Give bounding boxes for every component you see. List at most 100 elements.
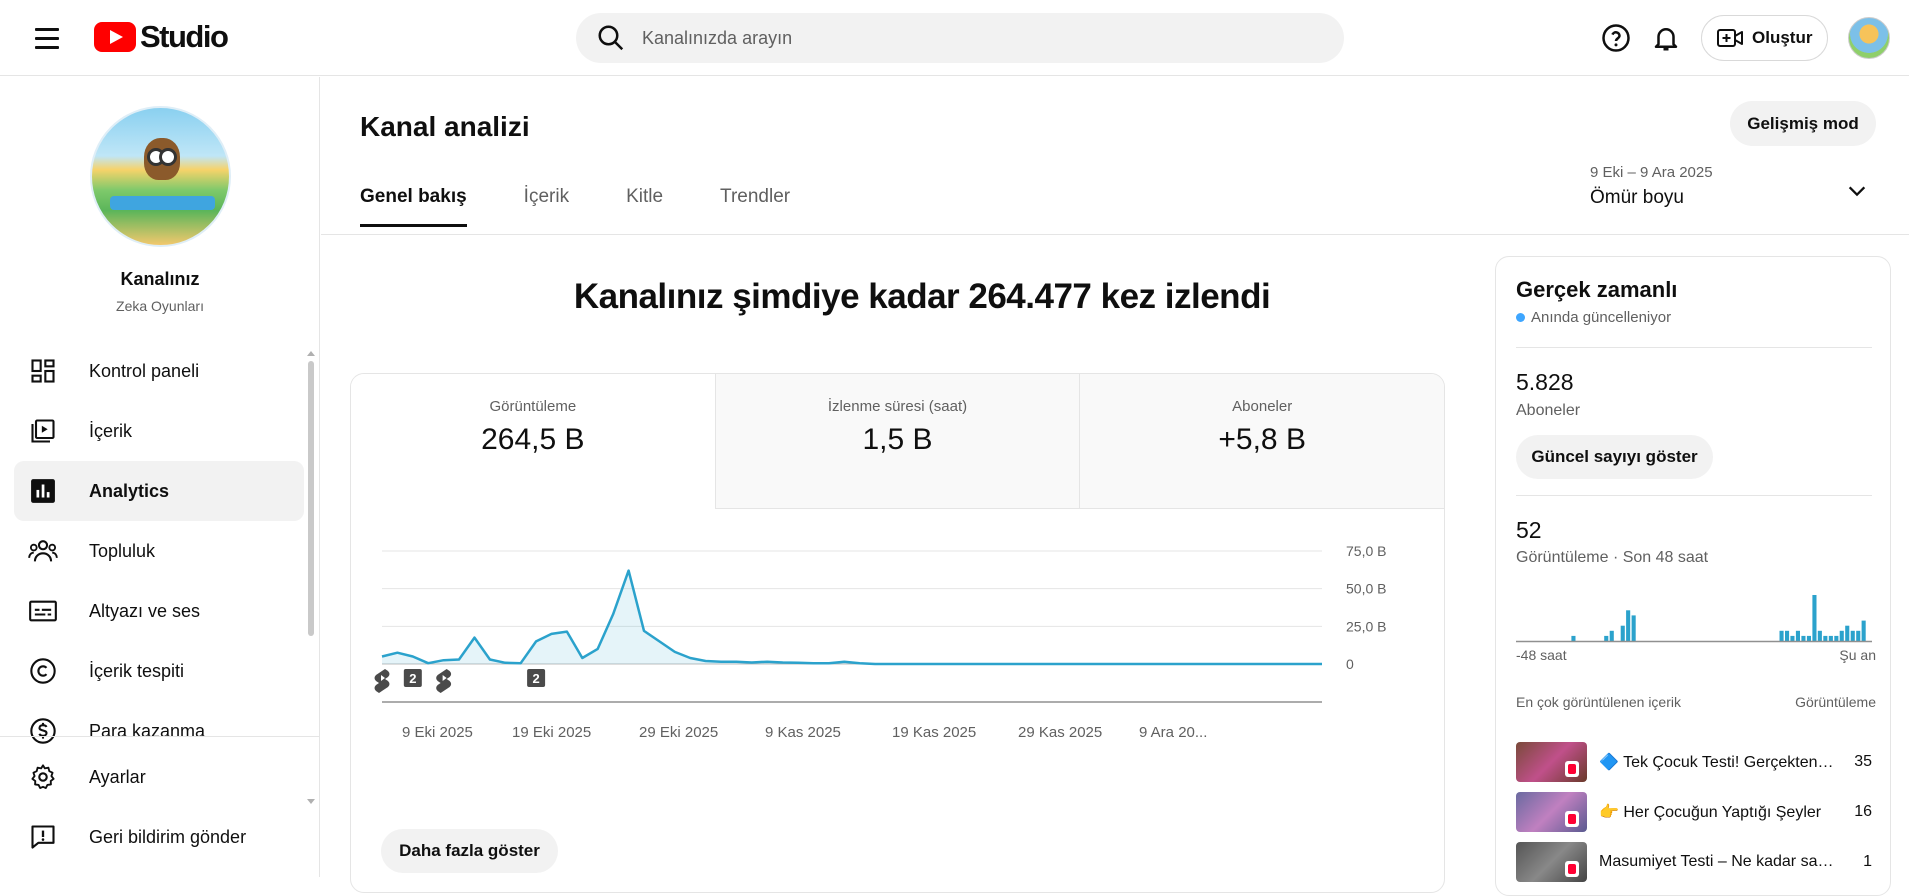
metric-value: +5,8 B <box>1218 423 1306 456</box>
realtime-live-status: Anında güncelleniyor <box>1516 309 1671 326</box>
tab-content[interactable]: İçerik <box>523 186 570 207</box>
sidebar-item-label: Altyazı ve ses <box>89 600 201 621</box>
realtime-bar[interactable] <box>1839 630 1844 641</box>
search-icon <box>598 25 624 51</box>
realtime-bar[interactable] <box>1850 630 1855 641</box>
sidebar-item-feedback[interactable]: Geri bildirim gönder <box>14 807 304 867</box>
realtime-bar[interactable] <box>1823 635 1828 641</box>
realtime-bar[interactable] <box>1609 630 1614 641</box>
top-content-metric: Görüntüleme <box>1795 694 1876 710</box>
sidebar-item-settings[interactable]: Ayarlar <box>14 747 304 807</box>
show-more-button[interactable]: Daha fazla göster <box>381 829 558 873</box>
realtime-bar[interactable] <box>1801 635 1806 641</box>
sidebar-item-analytics[interactable]: Analytics <box>14 461 304 521</box>
analytics-icon <box>28 476 58 506</box>
sidebar-bottom-nav: Ayarlar Geri bildirim gönder <box>14 747 304 867</box>
realtime-bar[interactable] <box>1806 635 1811 641</box>
page-title: Kanal analizi <box>360 111 530 142</box>
top-content-views: 16 <box>1854 803 1872 820</box>
scroll-up-arrow-icon[interactable] <box>307 351 315 356</box>
x-tick-label: 9 Eki 2025 <box>402 724 473 741</box>
realtime-bar[interactable] <box>1604 635 1609 641</box>
dashboard-icon <box>28 356 58 386</box>
youtube-studio-logo[interactable]: Studio <box>94 19 229 55</box>
sidebar-item-label: Para kazanma <box>89 720 206 741</box>
sidebar-item-label: Ayarlar <box>89 766 146 787</box>
feedback-icon <box>28 822 58 852</box>
sidebar-item-monetization[interactable]: Para kazanma <box>14 701 304 761</box>
realtime-bar[interactable] <box>1779 630 1784 641</box>
tab-audience[interactable]: Kitle <box>626 186 664 207</box>
realtime-bar[interactable] <box>1861 620 1866 641</box>
metric-watch-time[interactable]: İzlenme süresi (saat) 1,5 B <box>714 374 1080 509</box>
top-content-heading: En çok görüntülenen içerik <box>1516 694 1681 710</box>
realtime-bar[interactable] <box>1856 630 1861 641</box>
top-content-views: 35 <box>1854 753 1872 770</box>
sidebar-scrollbar[interactable] <box>307 351 315 804</box>
search-bar[interactable] <box>576 13 1344 63</box>
top-content-title: 🔷 Tek Çocuk Testi! Gerçekten Tek Çocuk m… <box>1599 754 1836 771</box>
youtube-logo-icon <box>94 22 136 52</box>
realtime-axis-end: Şu an <box>1839 647 1876 663</box>
sidebar-item-label: Geri bildirim gönder <box>89 826 247 847</box>
chevron-down-icon <box>1848 186 1866 197</box>
top-content-title: Masumiyet Testi – Ne kadar saf kaldın? <box>1599 853 1836 870</box>
search-input[interactable] <box>642 27 1242 49</box>
channel-avatar[interactable] <box>90 106 231 247</box>
account-avatar[interactable] <box>1848 17 1890 59</box>
menu-icon[interactable] <box>30 24 64 52</box>
realtime-bar[interactable] <box>1785 630 1790 641</box>
realtime-views-chart <box>1516 595 1872 643</box>
top-content-views: 1 <box>1863 853 1872 870</box>
shorts-icon <box>1565 811 1579 827</box>
sidebar-item-content[interactable]: İçerik <box>14 401 304 461</box>
scrollbar-thumb[interactable] <box>308 361 314 636</box>
metric-label: İzlenme süresi (saat) <box>827 398 968 415</box>
x-tick-label: 19 Eki 2025 <box>512 724 591 741</box>
tab-trends[interactable]: Trendler <box>720 186 791 207</box>
realtime-bar[interactable] <box>1845 625 1850 641</box>
realtime-bar[interactable] <box>1790 635 1795 641</box>
metric-views[interactable]: Görüntüleme 264,5 B <box>351 374 715 509</box>
views-chart: 75,0 B50,0 B25,0 B02 29 Eki 2025 19 Eki 20… <box>374 543 1386 741</box>
realtime-bar[interactable] <box>1817 630 1822 641</box>
realtime-bar[interactable] <box>1812 595 1817 641</box>
x-tick-label: 9 Ara 20... <box>1139 724 1207 741</box>
realtime-bar[interactable] <box>1795 630 1800 641</box>
help-icon[interactable] <box>1598 20 1634 56</box>
notifications-bell-icon[interactable] <box>1648 20 1684 56</box>
sidebar-item-community[interactable]: Topluluk <box>14 521 304 581</box>
sidebar-item-subtitles[interactable]: Altyazı ve ses <box>14 581 304 641</box>
sidebar-item-dashboard[interactable]: Kontrol paneli <box>14 341 304 401</box>
realtime-bar[interactable] <box>1620 625 1625 641</box>
realtime-bar[interactable] <box>1828 635 1833 641</box>
sidebar-nav: Kontrol paneli İçerik Analytics Topluluk… <box>14 341 304 761</box>
top-content-title: 👉 Her Çocuğun Yaptığı Şeyler <box>1599 804 1822 821</box>
realtime-subscribers-label: Aboneler <box>1516 402 1581 419</box>
video-thumbnail <box>1516 792 1587 832</box>
metric-subscribers[interactable]: Aboneler +5,8 B <box>1079 374 1444 509</box>
tab-overview[interactable]: Genel bakış <box>360 186 467 227</box>
top-content-item[interactable]: 👉 Her Çocuğun Yaptığı Şeyler 16 <box>1516 787 1872 837</box>
date-range-text: 9 Eki – 9 Ara 2025 <box>1590 164 1713 181</box>
realtime-bar[interactable] <box>1626 610 1631 641</box>
realtime-bar[interactable] <box>1571 635 1576 641</box>
x-tick-label: 29 Eki 2025 <box>639 724 718 741</box>
monetization-icon <box>28 716 58 746</box>
show-live-count-button[interactable]: Güncel sayıyı göster <box>1516 435 1713 479</box>
top-content-item[interactable]: 🔷 Tek Çocuk Testi! Gerçekten Tek Çocuk m… <box>1516 737 1872 787</box>
create-button[interactable]: Oluştur <box>1701 15 1828 61</box>
shorts-marker-play-icon <box>381 675 385 681</box>
x-tick-label: 29 Kas 2025 <box>1018 724 1102 741</box>
top-content-item[interactable]: Masumiyet Testi – Ne kadar saf kaldın? 1 <box>1516 837 1872 887</box>
realtime-bar[interactable] <box>1631 615 1636 641</box>
scroll-down-arrow-icon[interactable] <box>307 799 315 804</box>
y-tick-label: 75,0 B <box>1346 543 1386 559</box>
top-content-list: 🔷 Tek Çocuk Testi! Gerçekten Tek Çocuk m… <box>1516 737 1872 887</box>
metric-label: Aboneler <box>1232 398 1293 415</box>
sidebar-item-label: Analytics <box>89 480 170 501</box>
advanced-mode-button[interactable]: Gelişmiş mod <box>1730 101 1876 146</box>
sidebar-item-copyright[interactable]: İçerik tespiti <box>14 641 304 701</box>
realtime-bar[interactable] <box>1834 635 1839 641</box>
date-range-picker[interactable]: 9 Eki – 9 Ara 2025 Ömür boyu <box>1590 164 1870 220</box>
